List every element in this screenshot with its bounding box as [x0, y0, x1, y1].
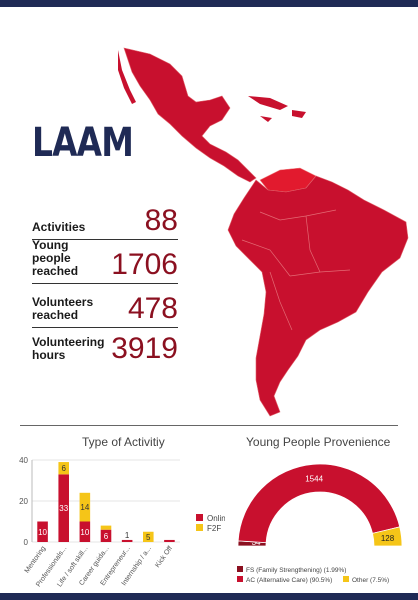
legend-label: Online: [207, 514, 225, 523]
data-label: 33: [59, 504, 68, 513]
bar-f2f: [79, 492, 91, 522]
data-label: 6: [104, 532, 109, 541]
x-tick-label: Mentoring: [24, 545, 48, 575]
stat-divider: [32, 283, 178, 284]
legend-swatch: [196, 524, 203, 531]
region-title: LAAM: [32, 120, 134, 166]
data-label: 10: [38, 528, 47, 537]
section-divider: [20, 425, 398, 426]
slice-label: 128: [381, 534, 395, 543]
y-tick-label: 40: [19, 456, 28, 465]
stat-value: 478: [127, 292, 178, 325]
top-bar: [0, 0, 418, 7]
donut-slice: [372, 526, 403, 547]
stat-value: 88: [144, 204, 178, 237]
bar-online: [121, 539, 133, 542]
legend-label: AC (Alternative Care) (90.5%): [246, 577, 332, 584]
stat-volunteering-hours: Volunteering hours 3919: [32, 324, 178, 368]
data-label: 10: [80, 528, 89, 537]
slice-label: 1544: [305, 474, 323, 483]
legend-swatch: [237, 576, 243, 582]
bar-online: [37, 521, 48, 542]
provenience-half-donut-chart: 341544128FS (Family Strengthening) (1.99…: [237, 463, 403, 584]
legend-label: FS (Family Strengthening) (1.99%): [246, 567, 346, 574]
stat-value: 3919: [111, 332, 178, 365]
data-label: 6: [61, 464, 66, 473]
stat-value: 1706: [111, 248, 178, 281]
x-tick-label: Kick Off: [154, 545, 174, 569]
stat-label: Young people reached: [32, 238, 79, 278]
stat-label: Activities: [32, 220, 86, 234]
donut-slice: [237, 463, 401, 544]
bar-online: [100, 529, 112, 542]
data-label: 1: [125, 531, 130, 540]
bar-f2f: [100, 525, 112, 530]
bar-online: [164, 539, 175, 542]
stat-divider: [32, 327, 178, 328]
stat-divider: [32, 239, 178, 240]
legend-label: Other (7.5%): [352, 577, 389, 584]
bar-chart-title: Type of Activitiy: [82, 435, 165, 449]
legend-swatch: [196, 514, 203, 521]
bar-online: [58, 474, 69, 542]
bar-f2f: [58, 462, 69, 475]
legend-label: F2F: [207, 524, 221, 533]
bar-f2f: [143, 531, 154, 542]
stat-label: Volunteers reached: [32, 295, 94, 322]
stat-young-people: Young people reached 1706: [32, 238, 178, 284]
data-label: 14: [80, 503, 89, 512]
legend-swatch: [237, 566, 243, 572]
latin-america-map: [118, 47, 409, 417]
y-tick-label: 20: [19, 497, 28, 506]
bottom-bar: [0, 593, 418, 600]
stat-activities: Activities 88: [32, 196, 178, 240]
stat-volunteers: Volunteers reached 478: [32, 284, 178, 328]
bar-online: [79, 521, 91, 542]
donut-chart-title: Young People Provenience: [246, 435, 391, 449]
data-label: 5: [146, 533, 151, 542]
y-tick-label: 0: [24, 538, 29, 547]
stat-label: Volunteering hours: [32, 335, 105, 362]
legend-swatch: [343, 576, 349, 582]
